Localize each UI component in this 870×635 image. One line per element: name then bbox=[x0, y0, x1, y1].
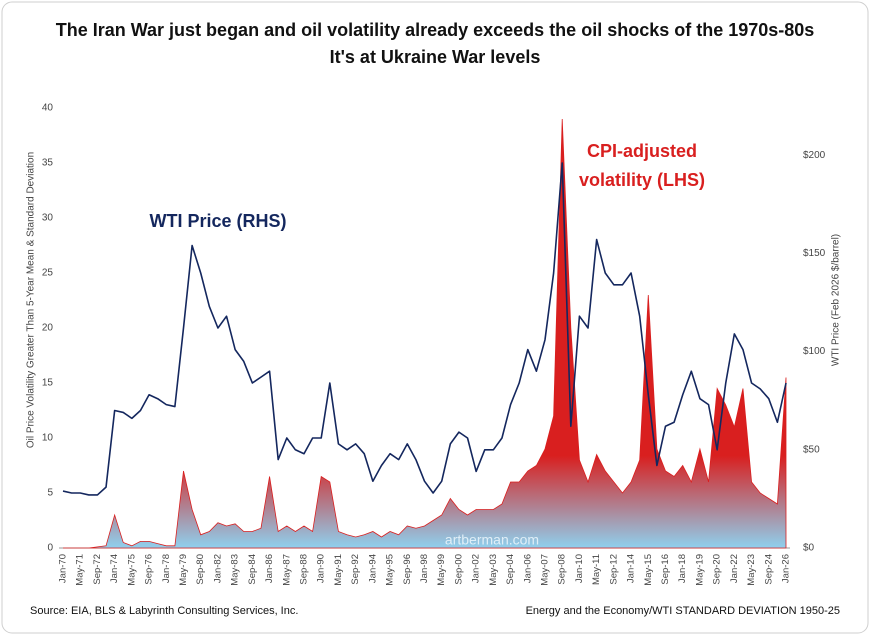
y-tick-label: 0 bbox=[47, 543, 53, 554]
annotation: CPI-adjusted bbox=[587, 141, 697, 161]
y-tick-label: 35 bbox=[42, 158, 54, 169]
y-axis-title: Oil Price Volatility Greater Than 5-Year… bbox=[26, 152, 37, 448]
x-tick-label: Sep-92 bbox=[350, 554, 361, 585]
y2-tick-label: $0 bbox=[803, 543, 815, 554]
x-tick-label: May-91 bbox=[333, 554, 344, 586]
x-tick-label: Sep-20 bbox=[712, 554, 723, 585]
y-tick-label: 5 bbox=[47, 488, 53, 499]
x-tick-label: Jan-78 bbox=[161, 554, 172, 583]
x-tick-label: May-11 bbox=[591, 554, 602, 585]
x-tick-label: Sep-24 bbox=[763, 554, 774, 585]
volatility-area bbox=[63, 118, 787, 549]
x-tick-label: Sep-04 bbox=[505, 554, 516, 585]
x-tick-label: Jan-94 bbox=[367, 554, 378, 583]
x-tick-label: May-87 bbox=[281, 554, 292, 586]
x-tick-label: Jan-82 bbox=[212, 554, 223, 583]
x-tick-label: Jan-26 bbox=[781, 554, 792, 583]
x-tick-label: May-75 bbox=[126, 554, 137, 586]
y2-tick-label: $100 bbox=[803, 346, 826, 357]
y-tick-label: 25 bbox=[42, 268, 54, 279]
plot-area: 0 5 10 15 20 25 30 35 40 $0 $50 $100 $150 $200 Jan-70 M… bbox=[42, 103, 826, 586]
x-tick-label: Sep-80 bbox=[195, 554, 206, 585]
chart-subtitle: It's at Ukraine War levels bbox=[330, 47, 541, 67]
y-tick-label: 15 bbox=[42, 378, 54, 389]
x-tick-label: Sep-00 bbox=[453, 554, 464, 585]
x-tick-label: Sep-72 bbox=[92, 554, 103, 585]
annotation: WTI Price (RHS) bbox=[149, 211, 286, 231]
x-tick-label: Sep-76 bbox=[144, 554, 155, 585]
y-tick-label: 20 bbox=[42, 323, 54, 334]
x-tick-label: Sep-12 bbox=[608, 554, 619, 585]
y-tick-label: 40 bbox=[42, 103, 54, 114]
x-tick-label: May-07 bbox=[540, 554, 551, 586]
x-tick-label: Jan-70 bbox=[58, 554, 69, 583]
x-tick-label: Sep-96 bbox=[402, 554, 413, 585]
x-tick-label: May-99 bbox=[436, 554, 447, 586]
footer-note: Energy and the Economy/WTI STANDARD DEVI… bbox=[526, 605, 840, 617]
y-tick-label: 30 bbox=[42, 213, 54, 224]
x-tick-label: Jan-06 bbox=[522, 554, 533, 583]
y2-tick-label: $200 bbox=[803, 150, 826, 161]
x-tick-label: Jan-86 bbox=[264, 554, 275, 583]
x-tick-label: May-23 bbox=[746, 554, 757, 586]
wti-line bbox=[62, 162, 787, 496]
y2-tick-label: $150 bbox=[803, 248, 826, 259]
x-tick-label: Sep-88 bbox=[299, 554, 310, 585]
x-tick-label: Jan-14 bbox=[626, 554, 637, 583]
x-tick-label: May-15 bbox=[643, 554, 654, 586]
x-tick-label: Jan-02 bbox=[471, 554, 482, 583]
x-tick-label: Sep-84 bbox=[247, 554, 258, 585]
x-tick-label: Jan-90 bbox=[316, 554, 327, 583]
x-tick-label: May-71 bbox=[75, 554, 86, 586]
x-tick-label: Sep-16 bbox=[660, 554, 671, 585]
x-tick-label: May-79 bbox=[178, 554, 189, 586]
source: Source: EIA, BLS & Labyrinth Consulting … bbox=[30, 605, 298, 617]
x-tick-label: Jan-98 bbox=[419, 554, 430, 583]
x-tick-label: Jan-74 bbox=[109, 554, 120, 583]
chart-title: The Iran War just began and oil volatili… bbox=[56, 20, 815, 40]
x-tick-label: May-95 bbox=[385, 554, 396, 586]
x-tick-label: May-19 bbox=[694, 554, 705, 586]
x-tick-label: Jan-10 bbox=[574, 554, 585, 583]
y2-tick-label: $50 bbox=[803, 444, 820, 455]
x-tick-label: Jan-18 bbox=[677, 554, 688, 583]
y2-axis-title: WTI Price (Feb 2026 $/barrel) bbox=[831, 234, 842, 366]
x-tick-label: Jan-22 bbox=[729, 554, 740, 583]
x-tick-label: May-83 bbox=[230, 554, 241, 586]
annotation: volatility (LHS) bbox=[579, 170, 705, 190]
x-tick-label: Sep-08 bbox=[557, 554, 568, 585]
y-tick-label: 10 bbox=[42, 433, 54, 444]
watermark: artberman.com bbox=[445, 532, 539, 548]
x-tick-label: May-03 bbox=[488, 554, 499, 586]
